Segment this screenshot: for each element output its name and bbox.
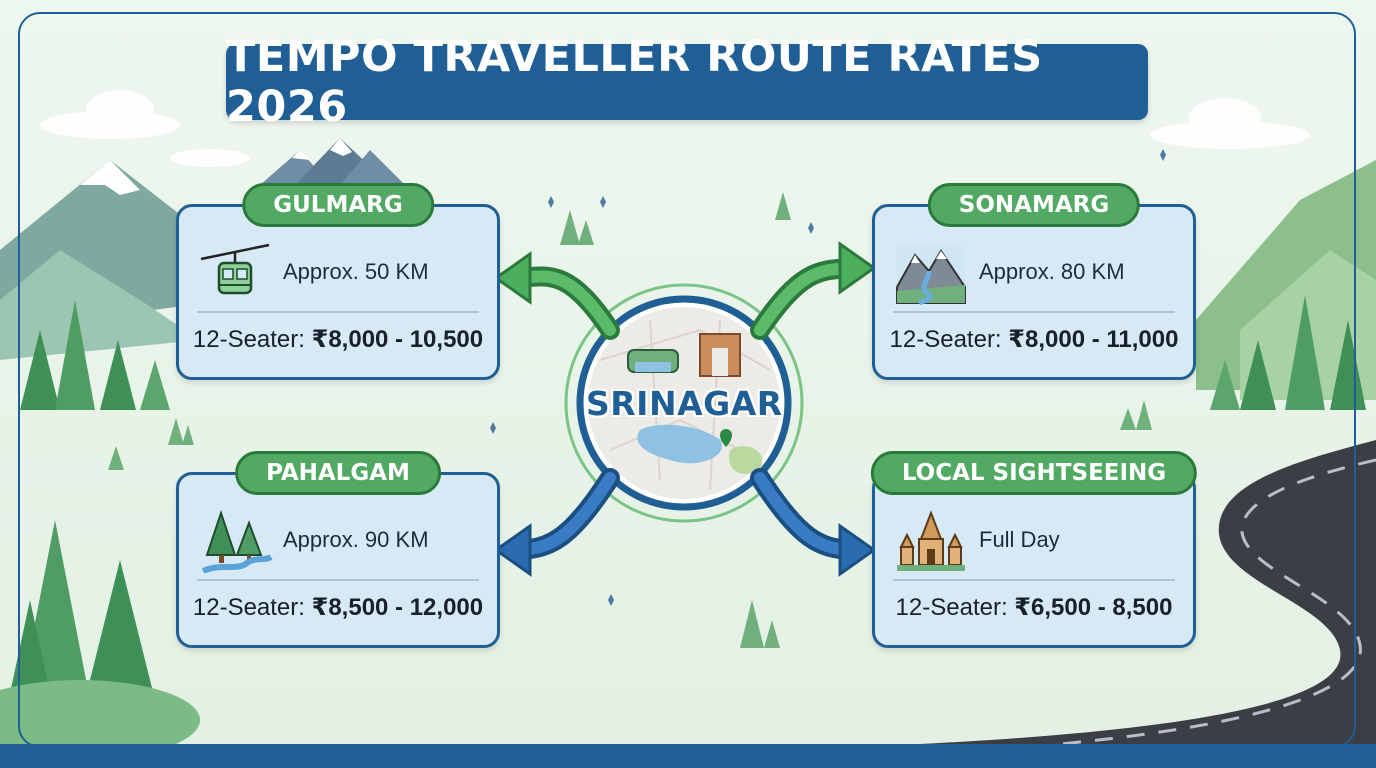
route-tag: PAHALGAM: [235, 451, 441, 495]
card-divider: [893, 311, 1175, 313]
cloud-left: [40, 90, 250, 167]
route-card-local-sightseeing: LOCAL SIGHTSEEING Full Day 12-Seater: ₹6…: [870, 451, 1198, 648]
route-tag: GULMARG: [242, 183, 434, 227]
route-card-sonamarg: SONAMARG Approx. 80 KM 12-Seater: ₹8,000…: [872, 183, 1196, 380]
winding-road-icon: [920, 440, 1376, 746]
bottom-bar: [0, 744, 1376, 768]
route-price-row: 12-Seater: ₹8,000 - 10,500: [179, 325, 497, 354]
route-distance: Approx. 80 KM: [979, 259, 1125, 284]
cloud-right: [1150, 98, 1310, 149]
route-price-row: 12-Seater: ₹8,000 - 11,000: [875, 325, 1193, 354]
title-banner: TEMPO TRAVELLER ROUTE RATES 2026: [226, 32, 1148, 132]
route-name: PAHALGAM: [266, 460, 410, 486]
route-card-gulmarg: GULMARG Approx. 50 KM 12-Seater: ₹8,000 …: [176, 183, 500, 380]
hub-map-icon: [564, 283, 804, 523]
price-label: 12-Seater:: [895, 594, 1008, 621]
arrow-head-local: [838, 523, 877, 577]
route-card-pahalgam: PAHALGAM Approx. 90 KM 12-Seater: ₹8,500…: [176, 451, 500, 648]
route-distance: Approx. 50 KM: [283, 259, 429, 284]
cable-car-icon: [200, 243, 270, 295]
card-divider: [893, 579, 1175, 581]
arrow-head-gulmarg: [493, 251, 532, 305]
arrow-head-pahalgam: [493, 523, 532, 577]
pine-river-icon: [201, 509, 273, 573]
temple-icon: [897, 510, 965, 571]
route-tag: LOCAL SIGHTSEEING: [870, 451, 1198, 495]
price-value: ₹8,000 - 10,500: [311, 326, 484, 353]
bushes-left: [0, 680, 200, 760]
pine-trees-right-icon: [1210, 295, 1366, 410]
price-value: ₹8,500 - 12,000: [311, 594, 484, 621]
route-name: GULMARG: [273, 192, 403, 218]
route-tag: SONAMARG: [927, 183, 1141, 227]
route-name: LOCAL SIGHTSEEING: [901, 460, 1167, 486]
small-trees-icon: [108, 192, 1152, 648]
left-mountain-icon: [0, 160, 230, 360]
card-divider: [197, 579, 479, 581]
waterfall-mountain-icon: [896, 245, 966, 305]
price-label: 12-Seater:: [192, 594, 305, 621]
price-value: ₹6,500 - 8,500: [1014, 594, 1173, 621]
route-price-row: 12-Seater: ₹6,500 - 8,500: [875, 593, 1193, 622]
route-distance: Full Day: [979, 527, 1060, 552]
arrow-head-sonamarg: [838, 241, 877, 295]
route-price-row: 12-Seater: ₹8,500 - 12,000: [179, 593, 497, 622]
route-distance: Approx. 90 KM: [283, 527, 429, 552]
route-name: SONAMARG: [958, 192, 1110, 218]
card-divider: [197, 311, 479, 313]
price-label: 12-Seater:: [889, 326, 1002, 353]
sparkle-icons: [490, 149, 1166, 606]
page-title: TEMPO TRAVELLER ROUTE RATES 2026: [226, 32, 1043, 132]
price-label: 12-Seater:: [192, 326, 305, 353]
snow-peaks-icon: [260, 138, 405, 185]
price-value: ₹8,000 - 11,000: [1008, 326, 1179, 353]
hub-label: SRINAGAR: [586, 384, 783, 423]
